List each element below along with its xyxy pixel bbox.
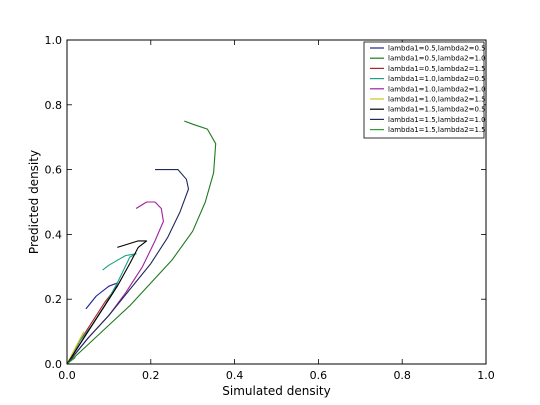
legend-label: lambda1=1.5,lambda2=1.0 bbox=[388, 116, 486, 124]
x-tick-label: 0.4 bbox=[226, 369, 244, 382]
x-tick-label: 0.2 bbox=[142, 369, 160, 382]
x-axis-title: Simulated density bbox=[222, 384, 330, 398]
legend-label: lambda1=1.0,lambda2=1.5 bbox=[388, 96, 486, 104]
y-tick-label: 0.6 bbox=[45, 164, 63, 177]
legend-label: lambda1=1.0,lambda2=1.0 bbox=[388, 85, 486, 93]
legend-label: lambda1=1.5,lambda2=0.5 bbox=[388, 106, 486, 114]
ticks-layer: 0.0 0.2 0.4 0.6 0.8 1.0 0.0 0.2 0.4 0.6 0.8 1.0 bbox=[45, 34, 495, 382]
series-line bbox=[66, 120, 217, 365]
series-line bbox=[66, 331, 85, 365]
plot-frame bbox=[66, 39, 487, 365]
series-line bbox=[66, 253, 137, 365]
x-tick-label: 0.6 bbox=[310, 369, 328, 382]
y-axis-title: Predicted density bbox=[27, 150, 41, 254]
y-tick-label: 0.0 bbox=[45, 358, 63, 371]
series-line bbox=[66, 169, 190, 365]
y-tick-label: 1.0 bbox=[45, 34, 63, 47]
legend-items: lambda1=0.5,lambda2=0.5 lambda1=0.5,lambd… bbox=[370, 45, 486, 134]
legend-label: lambda1=1.0,lambda2=0.5 bbox=[388, 75, 486, 83]
series-layer bbox=[66, 120, 217, 365]
legend-label: lambda1=1.5,lambda2=1.5 bbox=[388, 126, 486, 134]
legend: lambda1=0.5,lambda2=0.5 lambda1=0.5,lambd… bbox=[363, 41, 486, 139]
y-tick-label: 0.4 bbox=[45, 228, 63, 241]
y-tick-label: 0.2 bbox=[45, 293, 63, 306]
legend-label: lambda1=0.5,lambda2=0.5 bbox=[388, 45, 486, 53]
y-tick-label: 0.8 bbox=[45, 99, 63, 112]
series-line bbox=[66, 240, 148, 365]
legend-label: lambda1=0.5,lambda2=1.5 bbox=[388, 65, 486, 73]
series-line bbox=[66, 357, 76, 365]
x-tick-label: 0.0 bbox=[58, 369, 76, 382]
x-tick-label: 1.0 bbox=[477, 369, 495, 382]
x-tick-label: 0.8 bbox=[393, 369, 411, 382]
legend-label: lambda1=0.5,lambda2=1.0 bbox=[388, 55, 486, 63]
